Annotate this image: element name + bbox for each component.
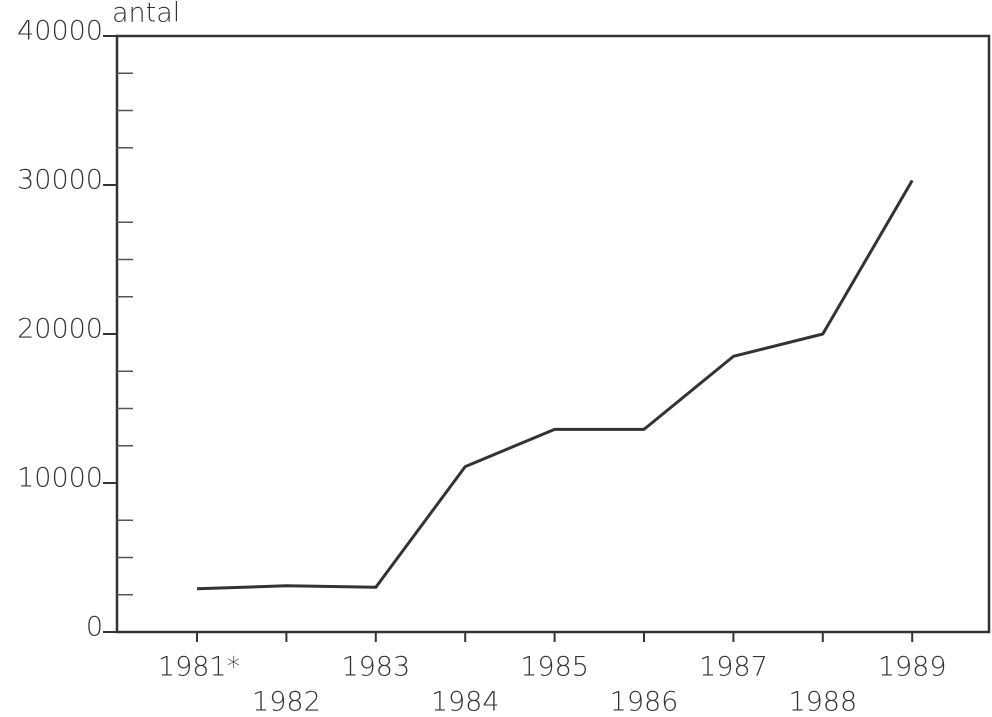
x-tick-label: 1986	[610, 687, 679, 717]
y-tick-label: 40000	[17, 16, 103, 47]
x-tick-label: 1981*	[158, 652, 240, 683]
x-tick-label: 1989	[878, 652, 947, 683]
y-axis-label: antal	[112, 0, 180, 29]
x-tick-label: 1982	[252, 687, 321, 717]
y-tick-label: 20000	[17, 314, 103, 345]
x-tick-label: 1988	[788, 687, 857, 717]
plot-frame	[115, 34, 991, 634]
y-tick-label: 10000	[17, 463, 103, 494]
data-line	[196, 179, 914, 591]
x-tick-label: 1985	[520, 652, 589, 683]
y-tick-label: 30000	[17, 165, 103, 196]
x-tick-label: 1984	[431, 687, 500, 717]
x-tick-label: 1983	[341, 652, 410, 683]
x-tick-label: 1987	[699, 652, 768, 683]
y-tick-label: 0	[86, 612, 103, 643]
